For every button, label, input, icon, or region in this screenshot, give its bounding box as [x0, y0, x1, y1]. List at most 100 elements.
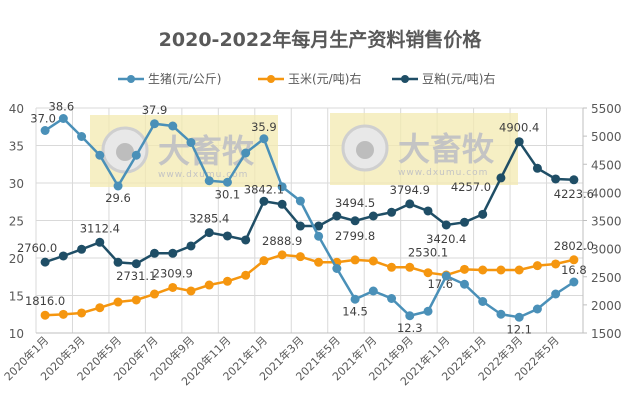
- data-label: 2799.8: [335, 229, 375, 243]
- data-point: [532, 163, 542, 173]
- right-tick-label: 3000: [591, 243, 622, 257]
- data-point: [496, 173, 506, 183]
- data-point: [95, 150, 105, 160]
- data-point: [168, 248, 178, 258]
- data-label: 37.9: [142, 103, 168, 117]
- data-point: [277, 250, 287, 260]
- data-point: [387, 207, 397, 217]
- data-point: [204, 176, 214, 186]
- data-point: [95, 237, 105, 247]
- data-point: [131, 259, 141, 269]
- data-point: [496, 309, 506, 319]
- data-label: 30.1: [215, 187, 241, 201]
- data-point: [514, 265, 524, 275]
- watermark-brand: 大畜牧: [398, 130, 495, 168]
- left-tick-label: 40: [9, 102, 24, 116]
- watermark-url: www.dxumu.com: [398, 168, 488, 178]
- data-point: [277, 182, 287, 192]
- data-point: [186, 241, 196, 251]
- data-point: [150, 289, 160, 299]
- data-point: [405, 311, 415, 321]
- data-point: [423, 306, 433, 316]
- legend-point-marker: [401, 75, 409, 83]
- data-label: 2309.9: [153, 266, 193, 280]
- data-point: [113, 181, 123, 191]
- data-label: 4223.6: [554, 187, 594, 201]
- data-label: 12.1: [506, 322, 532, 336]
- data-point: [77, 132, 87, 141]
- data-label: 2888.9: [262, 234, 302, 248]
- data-label: 3420.4: [426, 232, 466, 246]
- data-point: [368, 256, 378, 266]
- legend-label: 玉米(元/吨)右: [288, 71, 361, 86]
- data-label: 29.6: [105, 191, 131, 205]
- data-label: 35.9: [251, 120, 277, 134]
- data-point: [95, 303, 105, 313]
- data-point: [168, 282, 178, 292]
- data-point: [496, 265, 506, 275]
- right-tick-label: 5500: [591, 102, 622, 116]
- data-point: [222, 276, 232, 286]
- series-lines: [40, 114, 579, 322]
- data-point: [387, 294, 397, 303]
- data-point: [368, 211, 378, 221]
- series-0: [40, 114, 579, 322]
- data-point: [77, 308, 87, 318]
- data-point: [387, 262, 397, 272]
- data-label: 12.3: [397, 321, 423, 335]
- data-point: [569, 255, 579, 265]
- data-point: [350, 216, 360, 226]
- watermark-logo-eye-icon: [116, 143, 134, 161]
- data-point: [58, 114, 68, 123]
- left-tick-label: 25: [9, 215, 24, 229]
- data-point: [478, 297, 488, 306]
- data-label: 1816.0: [25, 294, 65, 308]
- data-point: [186, 286, 196, 296]
- data-point: [40, 257, 50, 267]
- watermark-logo-eye-icon: [356, 141, 374, 159]
- data-point: [332, 211, 342, 221]
- data-label: 2731.1: [116, 269, 156, 283]
- left-tick-label: 15: [9, 290, 24, 304]
- data-point: [241, 270, 251, 280]
- data-point: [131, 295, 141, 305]
- right-tick-label: 1500: [591, 327, 622, 341]
- data-label: 37.0: [30, 112, 56, 126]
- data-point: [441, 271, 451, 281]
- data-point: [40, 310, 50, 320]
- right-tick-label: 4000: [591, 186, 622, 200]
- data-point: [441, 220, 451, 230]
- data-point: [551, 174, 561, 184]
- data-point: [314, 257, 324, 267]
- data-label: 17.6: [427, 277, 453, 291]
- data-label: 16.8: [561, 263, 587, 277]
- data-point: [314, 231, 324, 241]
- data-label: 3112.4: [80, 221, 120, 235]
- data-point: [131, 150, 141, 160]
- data-point: [295, 252, 305, 262]
- watermark-url: www.dxumu.com: [158, 170, 248, 180]
- data-point: [514, 312, 524, 322]
- data-label: 14.5: [342, 304, 368, 318]
- data-point: [314, 221, 324, 231]
- series-1: [40, 250, 579, 320]
- data-point: [168, 121, 178, 131]
- legend: 生猪(元/公斤) 玉米(元/吨)右 豆粕(元/吨)右: [118, 71, 495, 86]
- data-point: [150, 248, 160, 258]
- data-point: [259, 134, 269, 144]
- data-point: [77, 244, 87, 254]
- data-point: [459, 217, 469, 227]
- legend-point-marker: [267, 75, 275, 83]
- data-point: [569, 277, 579, 287]
- data-point: [241, 235, 251, 245]
- data-point: [204, 228, 214, 238]
- data-point: [532, 304, 542, 314]
- data-point: [459, 279, 469, 289]
- data-labels: 1816.0 2309.9 2888.9 2799.8 2530.1 2802.0 2760…: [17, 100, 594, 337]
- data-label: 2760.0: [17, 241, 57, 255]
- data-point: [478, 265, 488, 275]
- legend-label: 生猪(元/公斤): [148, 72, 221, 86]
- data-point: [478, 209, 488, 219]
